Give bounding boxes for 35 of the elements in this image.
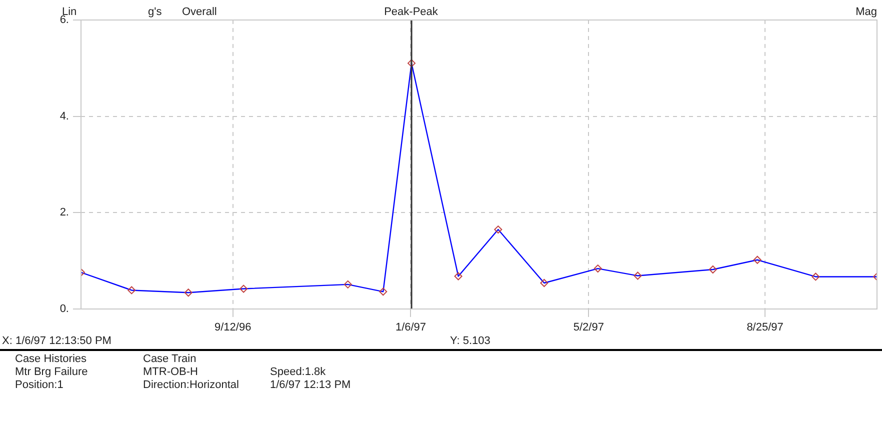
point: [408, 59, 416, 68]
text: MTR-OB-H: [143, 366, 198, 378]
x-tick-label: 8/25/97: [746, 322, 784, 334]
point: [128, 286, 136, 294]
text: Direction:Horizontal: [143, 379, 239, 391]
y-tick-label: 2.: [60, 206, 69, 219]
text: Mtr Brg Failure: [15, 366, 88, 378]
point: [708, 266, 717, 274]
text: Y: 5.103: [450, 335, 490, 347]
point: [494, 226, 502, 234]
x-tick-label: 9/12/96: [214, 322, 252, 334]
text: Case Histories: [15, 353, 87, 365]
point: [454, 272, 462, 280]
y-tick-label: 0.: [60, 303, 69, 316]
point: [184, 288, 192, 297]
text: 1/6/97 12:13 PM: [270, 379, 351, 391]
x-tick-label: 5/2/97: [573, 322, 604, 334]
point: [240, 284, 248, 293]
text: g's: [148, 6, 162, 18]
text: Speed:1.8k: [270, 366, 326, 378]
text: Peak-Peak: [384, 6, 438, 18]
text: X: 1/6/97 12:13:50 PM: [2, 335, 112, 347]
text: Case Train: [143, 353, 196, 365]
point: [812, 272, 820, 281]
x-tick-label: 1/6/97: [395, 322, 426, 334]
point: [540, 278, 548, 287]
point: [753, 256, 762, 264]
text: Overall: [182, 6, 217, 18]
y-tick-label: 4.: [60, 110, 69, 122]
point: [344, 280, 352, 288]
point: [634, 272, 642, 280]
point: [594, 264, 602, 273]
text: Mag: [856, 6, 877, 18]
point: [379, 288, 388, 296]
text: Position:1: [15, 379, 64, 391]
